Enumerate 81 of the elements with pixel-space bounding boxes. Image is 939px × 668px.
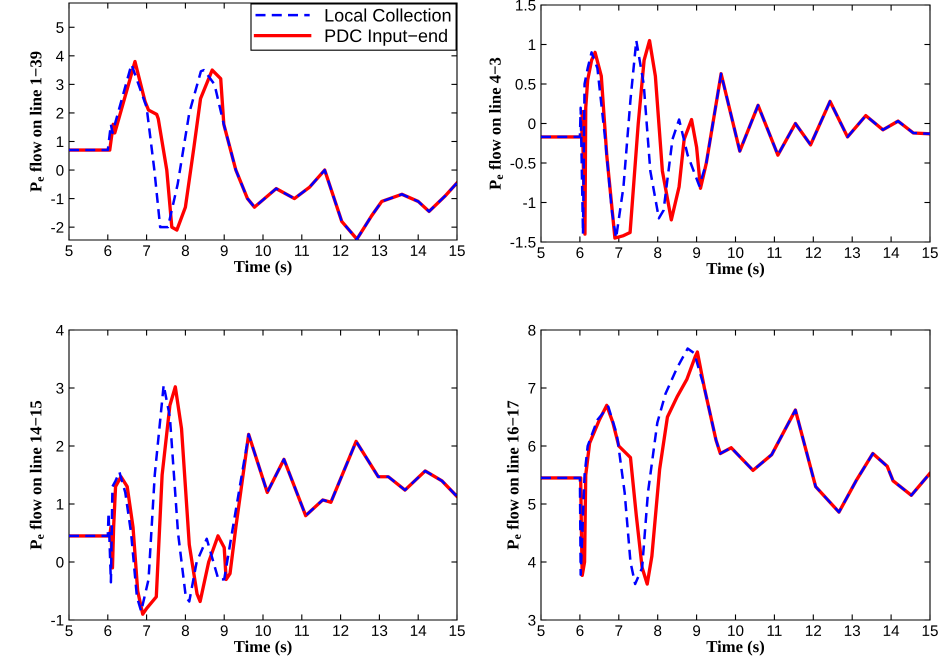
y-tick-label: -1.5 bbox=[510, 237, 536, 248]
x-tick-label: 15 bbox=[450, 245, 465, 256]
x-tick-label: 8 bbox=[654, 247, 662, 258]
y-tick-label: 4 bbox=[528, 557, 536, 568]
x-tick-label: 13 bbox=[372, 625, 388, 636]
x-tick-label: 14 bbox=[410, 245, 426, 256]
x-axis-title: Time (s) bbox=[234, 260, 292, 276]
y-tick-label: 0 bbox=[56, 164, 64, 176]
x-tick-label: 15 bbox=[922, 247, 938, 258]
y-tick-label: 4 bbox=[56, 325, 64, 336]
y-axis-title: P$_{e}$ flow on line 1−39 bbox=[30, 52, 44, 192]
y-tick-label: 6 bbox=[528, 440, 536, 452]
x-tick-label: 13 bbox=[844, 247, 860, 258]
y-tick-label: 7 bbox=[528, 383, 536, 394]
x-tick-label: 12 bbox=[806, 247, 822, 258]
y-tick-label: 4 bbox=[56, 50, 64, 62]
x-tick-label: 5 bbox=[65, 625, 73, 636]
x-tick-label: 7 bbox=[615, 247, 622, 258]
x-tick-label: 11 bbox=[768, 247, 782, 258]
x-axis-title: Time (s) bbox=[234, 640, 292, 656]
x-tick-label: 10 bbox=[256, 245, 271, 256]
y-tick-label: 1 bbox=[528, 40, 536, 50]
y-axis-title: P$_{e}$ flow on line 16−17 bbox=[506, 400, 521, 550]
x-tick-label: 8 bbox=[654, 625, 662, 636]
y-tick-label: -1 bbox=[523, 198, 536, 208]
y-tick-label: -0.5 bbox=[510, 158, 536, 169]
x-tick-label: 8 bbox=[182, 625, 189, 636]
x-tick-label: 5 bbox=[537, 625, 545, 636]
y-tick-label: 0 bbox=[56, 556, 64, 568]
x-axis-title: Time (s) bbox=[706, 262, 764, 278]
x-tick-label: 14 bbox=[884, 625, 900, 636]
x-axis-title: Time (s) bbox=[706, 640, 764, 656]
x-tick-label: 11 bbox=[768, 625, 782, 636]
legend-label: Local Collection bbox=[326, 8, 450, 22]
x-tick-label: 14 bbox=[410, 625, 426, 636]
x-tick-label: 7 bbox=[143, 625, 150, 636]
x-tick-label: 9 bbox=[693, 247, 700, 258]
y-tick-label: -1 bbox=[51, 615, 64, 626]
y-tick-label: 1 bbox=[56, 136, 64, 148]
y-tick-label: -1 bbox=[51, 194, 64, 204]
y-tick-label: -2 bbox=[51, 222, 64, 233]
x-tick-label: 7 bbox=[615, 625, 622, 636]
x-tick-label: 9 bbox=[220, 245, 228, 256]
y-tick-label: 0 bbox=[528, 118, 536, 130]
x-tick-label: 8 bbox=[182, 245, 189, 256]
x-tick-label: 13 bbox=[844, 625, 860, 636]
y-axis-title: P$_{e}$ flow on line 4−3 bbox=[488, 58, 504, 190]
x-tick-label: 6 bbox=[104, 245, 112, 256]
x-tick-label: 5 bbox=[65, 245, 73, 256]
x-tick-label: 10 bbox=[728, 625, 744, 636]
x-tick-label: 7 bbox=[143, 245, 150, 256]
x-tick-label: 14 bbox=[884, 247, 900, 258]
y-tick-label: 5 bbox=[56, 22, 64, 33]
x-tick-label: 10 bbox=[728, 247, 744, 258]
x-tick-label: 9 bbox=[220, 625, 228, 636]
x-tick-label: 11 bbox=[295, 245, 309, 256]
x-tick-label: 11 bbox=[295, 625, 309, 636]
y-tick-label: 1.5 bbox=[516, 0, 536, 11]
y-tick-label: 3 bbox=[528, 614, 536, 626]
y-tick-label: 3 bbox=[56, 382, 64, 394]
y-tick-label: 5 bbox=[528, 499, 536, 510]
y-tick-label: 0.5 bbox=[516, 78, 536, 90]
x-tick-label: 15 bbox=[922, 625, 938, 636]
x-tick-label: 6 bbox=[576, 625, 584, 636]
x-tick-label: 12 bbox=[806, 625, 822, 636]
y-tick-label: 2 bbox=[56, 440, 64, 452]
x-tick-label: 15 bbox=[450, 625, 465, 636]
y-tick-label: 3 bbox=[56, 79, 64, 90]
y-tick-label: 2 bbox=[56, 108, 64, 118]
x-tick-label: 9 bbox=[693, 625, 700, 636]
x-tick-label: 10 bbox=[256, 625, 271, 636]
x-tick-label: 12 bbox=[333, 625, 348, 636]
x-tick-label: 13 bbox=[372, 245, 388, 256]
y-axis-title: P$_{e}$ flow on line 14−15 bbox=[30, 400, 44, 550]
y-tick-label: 1 bbox=[56, 499, 64, 510]
x-tick-label: 6 bbox=[576, 247, 584, 258]
x-tick-label: 5 bbox=[537, 247, 545, 258]
y-tick-label: 8 bbox=[528, 324, 536, 336]
legend-label: PDC Input−end bbox=[326, 28, 447, 46]
x-tick-label: 12 bbox=[333, 245, 348, 256]
x-tick-label: 6 bbox=[104, 625, 112, 636]
